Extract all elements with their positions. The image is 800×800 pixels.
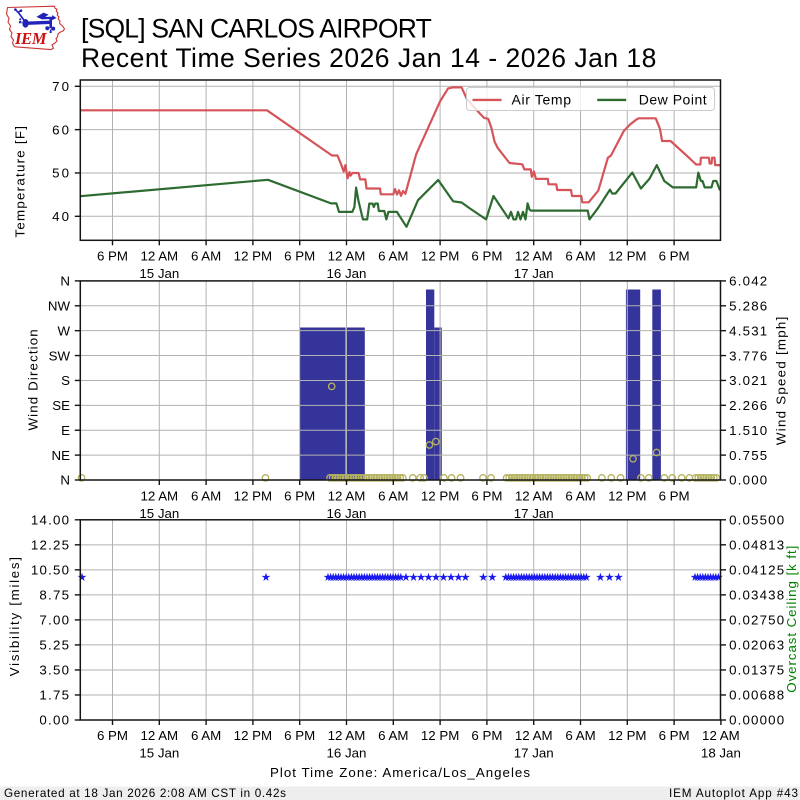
svg-text:0.00: 0.00 — [39, 713, 69, 728]
svg-text:0.00688: 0.00688 — [729, 688, 784, 703]
svg-text:17 Jan: 17 Jan — [514, 746, 554, 761]
svg-text:[SQL] SAN CARLOS AIRPORT: [SQL] SAN CARLOS AIRPORT — [81, 14, 432, 44]
svg-text:S: S — [61, 373, 70, 388]
svg-text:6 PM: 6 PM — [659, 249, 690, 264]
svg-text:Recent Time Series 2026 Jan 14: Recent Time Series 2026 Jan 14 - 2026 Ja… — [81, 43, 657, 73]
svg-text:16 Jan: 16 Jan — [327, 746, 367, 761]
svg-text:12 PM: 12 PM — [608, 249, 646, 264]
svg-text:12 PM: 12 PM — [421, 249, 459, 264]
svg-text:0.04813: 0.04813 — [729, 538, 784, 553]
svg-text:1.510: 1.510 — [729, 423, 767, 438]
svg-text:N: N — [60, 473, 70, 488]
svg-text:12 AM: 12 AM — [515, 728, 553, 743]
svg-text:5.25: 5.25 — [39, 638, 69, 653]
svg-text:0.01375: 0.01375 — [729, 663, 784, 678]
svg-text:6 AM: 6 AM — [378, 249, 408, 264]
svg-text:0.02750: 0.02750 — [729, 613, 784, 628]
svg-text:0.04125: 0.04125 — [729, 563, 784, 578]
svg-text:12 PM: 12 PM — [421, 488, 459, 503]
svg-text:Overcast Ceiling [k ft]: Overcast Ceiling [k ft] — [784, 546, 799, 693]
svg-text:12 PM: 12 PM — [608, 488, 646, 503]
svg-text:17 Jan: 17 Jan — [514, 506, 554, 521]
svg-text:12 PM: 12 PM — [421, 728, 459, 743]
svg-text:Temperature [F]: Temperature [F] — [13, 126, 28, 237]
svg-text:3.021: 3.021 — [729, 373, 767, 388]
svg-text:Wind Direction: Wind Direction — [26, 329, 41, 430]
svg-text:12 AM: 12 AM — [515, 488, 553, 503]
svg-text:17 Jan: 17 Jan — [514, 266, 554, 281]
svg-text:12 AM: 12 AM — [140, 488, 178, 503]
svg-text:6 PM: 6 PM — [659, 488, 690, 503]
svg-text:1.75: 1.75 — [39, 688, 69, 703]
svg-text:10.50: 10.50 — [31, 563, 69, 578]
svg-text:N: N — [60, 274, 70, 289]
svg-text:5.286: 5.286 — [729, 299, 767, 314]
svg-text:12 AM: 12 AM — [328, 728, 366, 743]
svg-text:6 PM: 6 PM — [471, 728, 502, 743]
svg-text:16 Jan: 16 Jan — [327, 266, 367, 281]
svg-text:12 AM: 12 AM — [702, 728, 740, 743]
svg-text:6 PM: 6 PM — [97, 728, 128, 743]
svg-text:14.00: 14.00 — [31, 513, 69, 528]
svg-text:8.75: 8.75 — [39, 588, 69, 603]
svg-text:15 Jan: 15 Jan — [139, 506, 179, 521]
svg-text:6 PM: 6 PM — [284, 488, 315, 503]
svg-text:6 AM: 6 AM — [191, 728, 221, 743]
svg-text:15 Jan: 15 Jan — [139, 266, 179, 281]
svg-text:12 AM: 12 AM — [140, 249, 178, 264]
svg-text:6 AM: 6 AM — [378, 488, 408, 503]
svg-text:0.00000: 0.00000 — [729, 713, 784, 728]
svg-text:12.25: 12.25 — [31, 538, 69, 553]
svg-text:12 PM: 12 PM — [234, 249, 272, 264]
svg-text:Air Temp: Air Temp — [512, 92, 572, 108]
svg-text:3.776: 3.776 — [729, 348, 767, 363]
svg-text:6 PM: 6 PM — [659, 728, 690, 743]
svg-text:4.531: 4.531 — [729, 323, 767, 338]
svg-text:6.042: 6.042 — [729, 274, 767, 289]
svg-text:6 PM: 6 PM — [471, 488, 502, 503]
svg-text:0.03438: 0.03438 — [729, 588, 784, 603]
svg-text:6 PM: 6 PM — [284, 728, 315, 743]
svg-text:E: E — [61, 423, 70, 438]
svg-text:12 AM: 12 AM — [328, 488, 366, 503]
svg-text:2.266: 2.266 — [729, 398, 767, 413]
svg-text:6 AM: 6 AM — [191, 249, 221, 264]
svg-text:12 PM: 12 PM — [234, 728, 272, 743]
svg-text:Dew Point: Dew Point — [639, 92, 707, 108]
svg-text:NE: NE — [52, 448, 71, 463]
svg-text:6 AM: 6 AM — [565, 249, 595, 264]
svg-text:6 AM: 6 AM — [565, 728, 595, 743]
svg-text:SE: SE — [52, 398, 70, 413]
svg-text:SW: SW — [49, 348, 71, 363]
svg-text:Wind Speed [mph]: Wind Speed [mph] — [774, 317, 789, 445]
svg-text:6 PM: 6 PM — [471, 249, 502, 264]
svg-text:7.00: 7.00 — [39, 613, 69, 628]
svg-text:12 PM: 12 PM — [234, 488, 272, 503]
svg-text:NW: NW — [48, 298, 71, 313]
svg-text:16 Jan: 16 Jan — [327, 506, 367, 521]
svg-text:IEM Autoplot App #43: IEM Autoplot App #43 — [669, 787, 798, 800]
svg-text:3.50: 3.50 — [39, 663, 69, 678]
svg-text:IEM: IEM — [14, 29, 48, 48]
svg-text:6 AM: 6 AM — [565, 488, 595, 503]
svg-text:0.02063: 0.02063 — [729, 638, 784, 653]
svg-text:0.000: 0.000 — [729, 473, 767, 488]
svg-text:12 AM: 12 AM — [140, 728, 178, 743]
svg-text:Visibility [miles]: Visibility [miles] — [7, 557, 22, 676]
svg-text:12 AM: 12 AM — [515, 249, 553, 264]
svg-text:W: W — [57, 323, 70, 338]
svg-text:Generated at 18 Jan 2026 2:08: Generated at 18 Jan 2026 2:08 AM CST in … — [4, 787, 286, 800]
svg-text:Plot Time Zone: America/Los_An: Plot Time Zone: America/Los_Angeles — [270, 765, 530, 780]
svg-text:6 PM: 6 PM — [97, 249, 128, 264]
svg-text:12 PM: 12 PM — [608, 728, 646, 743]
svg-text:18 Jan: 18 Jan — [701, 746, 741, 761]
svg-text:15 Jan: 15 Jan — [139, 746, 179, 761]
svg-text:6 PM: 6 PM — [284, 249, 315, 264]
svg-text:0.755: 0.755 — [729, 448, 767, 463]
svg-text:0.05500: 0.05500 — [729, 513, 784, 528]
svg-text:6 AM: 6 AM — [191, 488, 221, 503]
svg-text:6 AM: 6 AM — [378, 728, 408, 743]
svg-text:12 AM: 12 AM — [328, 249, 366, 264]
